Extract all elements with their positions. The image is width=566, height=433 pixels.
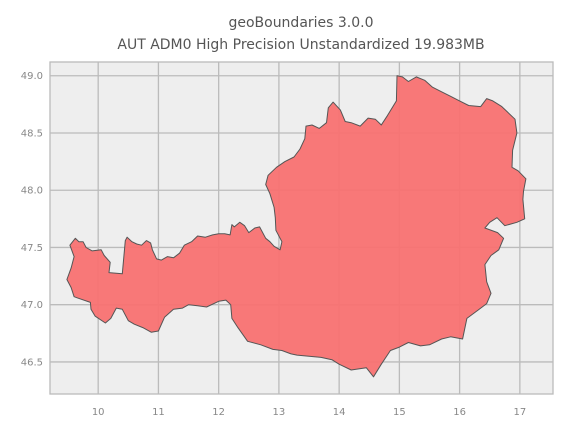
y-tick-label: 47.5	[21, 243, 43, 254]
y-axis-ticks: 49.0 48.5 48.0 47.5 47.0 46.5	[21, 71, 43, 368]
y-tick-label: 48.5	[21, 128, 43, 139]
plot-frame	[49, 61, 554, 395]
y-tick-label: 47.0	[21, 300, 43, 311]
x-tick-label: 15	[393, 407, 406, 418]
x-tick-label: 10	[92, 407, 105, 418]
x-tick-label: 13	[273, 407, 286, 418]
x-tick-label: 14	[333, 407, 346, 418]
x-tick-label: 17	[514, 407, 527, 418]
x-tick-label: 11	[152, 407, 165, 418]
y-tick-label: 49.0	[21, 71, 43, 82]
y-tick-label: 48.0	[21, 186, 43, 197]
x-tick-label: 12	[212, 407, 225, 418]
chart-title: geoBoundaries 3.0.0	[228, 15, 373, 31]
chart-subtitle: AUT ADM0 High Precision Unstandardized 1…	[117, 37, 484, 53]
x-tick-label: 16	[453, 407, 466, 418]
austria-region	[66, 75, 527, 378]
y-tick-label: 46.5	[21, 357, 43, 368]
x-axis-ticks: 10 11 12 13 14 15 16 17	[92, 407, 526, 418]
